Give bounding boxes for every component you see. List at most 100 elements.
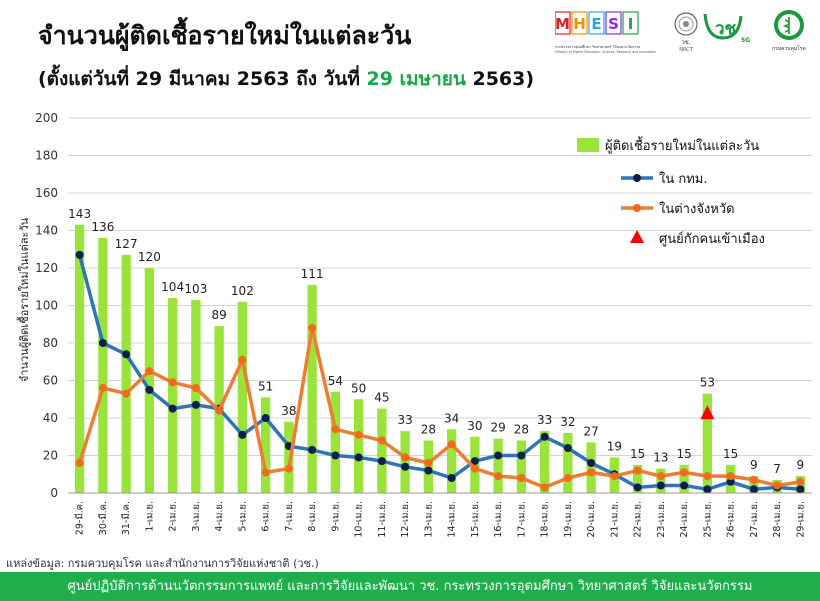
bar [586,442,596,493]
x-tick-label: 31-มี.ค. [120,501,132,535]
bar-value-label: 27 [583,424,598,438]
bar [539,431,550,493]
legend-label-bars: ผู้ติดเชื้อรายใหม่ในแต่ละวัน [605,136,759,154]
series-point [726,472,735,481]
y-axis-label: จำนวนผู้ติดเชื้อรายใหม่ในแต่ละวัน [16,217,31,382]
legend-swatch-bars [577,138,599,152]
bar-value-label: 38 [281,404,296,418]
x-tick-label: 7-เม.ย. [284,501,295,532]
bar [702,393,713,493]
x-tick-label: 29-มี.ค. [74,501,86,535]
bar-value-label: 51 [258,379,273,393]
bar-value-label: 143 [68,207,91,221]
bar [446,429,457,493]
y-tick-label: 20 [43,449,58,463]
y-tick-label: 0 [50,486,58,500]
bar-value-label: 45 [374,391,389,405]
nrct-seal-logo: วช. NRCT [674,12,698,53]
series-point [191,384,200,392]
series-point [563,444,572,452]
series-point [749,475,758,484]
y-tick-label: 180 [35,149,58,163]
series-point [424,459,433,467]
bar-value-label: 103 [184,282,207,296]
footer-banner: ศูนย์ปฏิบัติการด้านนวัตกรรมการแพทย์ และก… [0,572,820,601]
series-point [447,440,456,449]
series-point [284,464,293,473]
x-tick-label: 2-เม.ย. [168,501,179,532]
series-point [168,378,177,387]
bar [98,238,108,493]
series-point [517,451,526,460]
x-tick-label: 3-เม.ย. [191,501,202,532]
y-tick-label: 40 [43,411,58,425]
series-point [191,400,200,409]
bar [191,299,201,493]
series-point [703,485,712,494]
mhesi-letter: M [555,15,570,33]
series-point [470,457,479,466]
series-point [796,477,805,486]
x-tick-label: 14-เม.ย. [447,501,458,538]
bar-value-label: 120 [138,250,161,264]
x-tick-label: 17-เม.ย. [516,501,527,538]
series-point [98,339,107,347]
series-point [494,472,503,481]
series-point [75,459,84,467]
infection-chart: 0 20 40 60 80 100 120 140 160 180 200 จำนวนผู้ติดเ… [16,111,812,538]
bar-value-label: 29 [490,421,505,435]
data-source: แหล่งข้อมูล: กรมควบคุมโรค และสำนักงานการ… [6,557,319,570]
x-tick-label: 22-เม.ย. [633,501,644,538]
legend-label-point: ศูนย์กักคนเข้าเมือง [659,231,765,247]
bar [167,298,178,493]
bar-value-label: 15 [630,447,645,461]
x-tick-label: 12-เม.ย. [400,501,411,538]
bar-value-label: 15 [676,447,691,461]
series-point [424,466,433,475]
bar [679,464,689,493]
chart-title: จำนวนผู้ติดเชื้อรายใหม่ในแต่ละวัน [38,21,412,50]
bar-value-label: 13 [653,451,668,465]
x-tick-label: 5-เม.ย. [237,501,248,532]
ddc-logo: กรมควบคุมโรค [772,10,806,52]
bar-value-label: 7 [773,462,781,476]
bar-value-label: 53 [700,376,715,390]
x-tick-label: 28-เม.ย. [772,501,783,538]
x-tick-label: 13-เม.ย. [423,501,434,538]
series-point [401,462,410,471]
series-point [773,481,782,490]
bar [656,468,666,493]
legend-swatch-marker [633,204,641,212]
bar [400,431,410,493]
series-point [308,445,317,454]
mhesi-letter-box [605,11,622,35]
bar [632,464,643,493]
x-tick-label: 21-เม.ย. [609,501,620,538]
mhesi-letter: H [573,15,586,33]
x-tick-label: 23-เม.ย. [656,501,667,538]
x-tick-label: 15-เม.ย. [470,501,481,538]
bar [260,397,271,493]
legend-swatch-point [630,230,644,243]
y-tick-label: 120 [35,261,58,275]
y-tick-label: 80 [43,336,58,350]
x-tick-label: 24-เม.ย. [679,501,690,538]
mhesi-letter: S [608,15,619,33]
series-point [354,430,363,439]
series-point [331,425,340,434]
series-point [354,453,363,462]
bar-value-label: 33 [397,413,412,427]
series-point [540,483,549,492]
bar [353,399,364,493]
series-point [703,472,712,481]
series-point [377,457,386,466]
series-point [587,459,596,467]
series-point [633,483,642,492]
bar-value-label: 54 [328,374,343,388]
y-tick-label: 160 [35,186,58,200]
subtitle-highlight-date: 29 เมษายน [366,68,466,90]
series-point [517,474,526,482]
